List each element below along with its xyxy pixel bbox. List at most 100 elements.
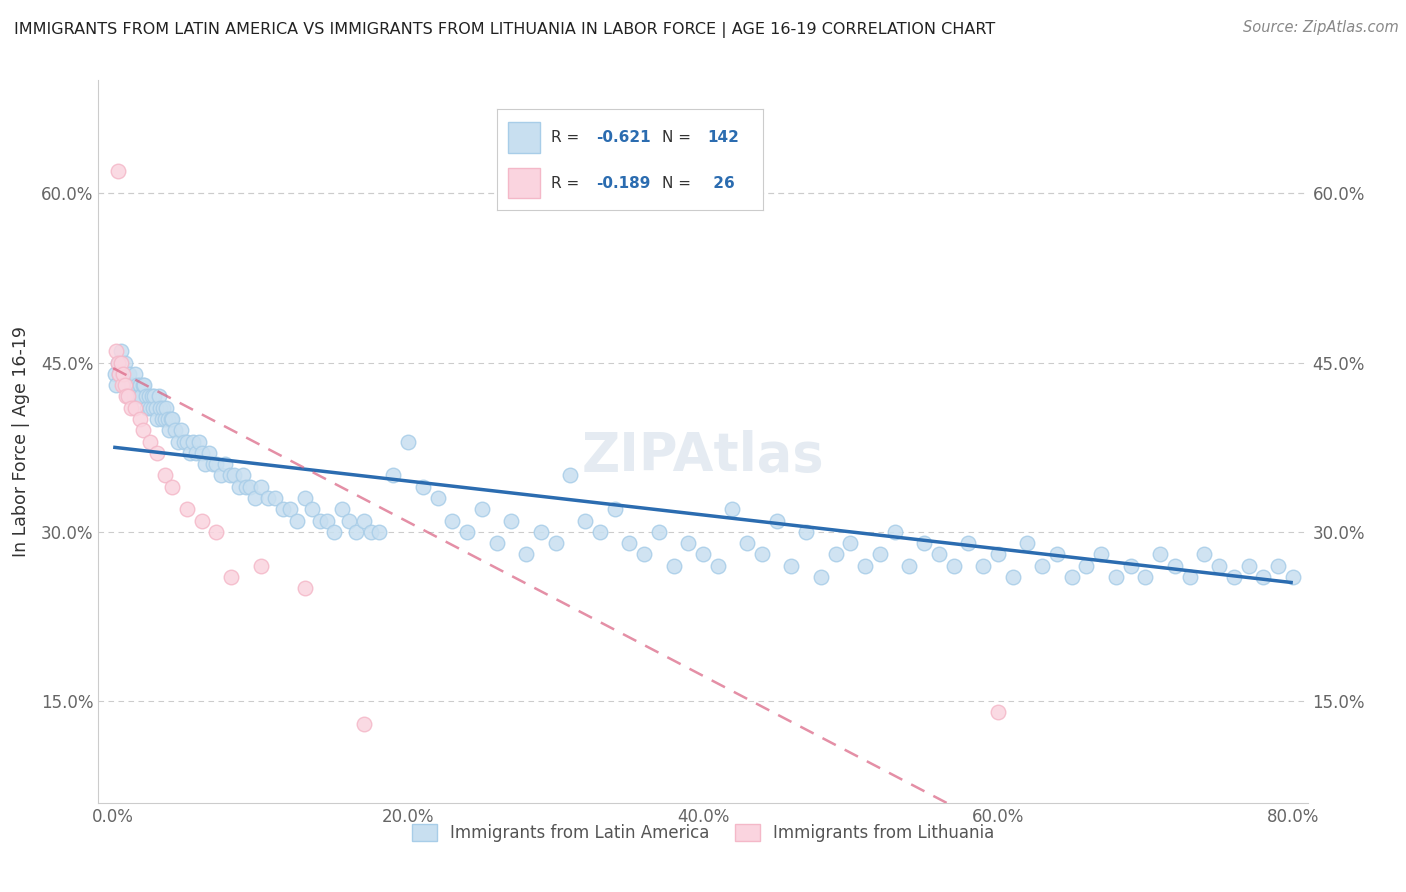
Point	[619, 536, 641, 550]
Point	[678, 536, 700, 550]
Point	[111, 367, 134, 381]
Point	[765, 514, 787, 528]
Point	[692, 548, 714, 562]
Point	[323, 524, 346, 539]
Point	[167, 434, 190, 449]
Point	[157, 423, 180, 437]
Point	[382, 468, 405, 483]
Point	[187, 434, 209, 449]
Point	[184, 446, 207, 460]
Point	[129, 389, 152, 403]
Point	[957, 536, 980, 550]
Point	[145, 401, 167, 415]
Point	[176, 502, 198, 516]
Point	[152, 401, 174, 415]
Point	[165, 423, 187, 437]
Point	[257, 491, 280, 505]
Point	[112, 378, 135, 392]
Point	[121, 378, 143, 392]
Point	[125, 378, 148, 392]
Point	[239, 480, 262, 494]
Point	[648, 524, 671, 539]
Y-axis label: In Labor Force | Age 16-19: In Labor Force | Age 16-19	[11, 326, 30, 557]
Point	[574, 514, 596, 528]
Point	[706, 558, 728, 573]
Point	[396, 434, 419, 449]
Point	[118, 367, 141, 381]
Point	[104, 367, 127, 381]
Point	[205, 457, 228, 471]
Point	[105, 344, 128, 359]
Point	[853, 558, 876, 573]
Point	[150, 412, 173, 426]
Point	[131, 423, 153, 437]
Point	[112, 367, 135, 381]
Point	[928, 548, 950, 562]
Point	[912, 536, 935, 550]
Point	[1105, 570, 1128, 584]
Point	[883, 524, 905, 539]
Point	[149, 401, 172, 415]
Point	[198, 446, 221, 460]
Point	[987, 706, 1010, 720]
Point	[190, 446, 212, 460]
Point	[560, 468, 582, 483]
Point	[124, 367, 146, 381]
Point	[1046, 548, 1069, 562]
Legend: Immigrants from Latin America, Immigrants from Lithuania: Immigrants from Latin America, Immigrant…	[405, 817, 1001, 848]
Point	[1076, 558, 1098, 573]
Point	[114, 378, 136, 392]
Point	[824, 548, 846, 562]
Point	[117, 389, 139, 403]
Point	[441, 514, 464, 528]
Point	[148, 389, 170, 403]
Point	[108, 367, 131, 381]
Point	[412, 480, 434, 494]
Point	[202, 457, 225, 471]
Point	[972, 558, 994, 573]
Point	[249, 480, 271, 494]
Point	[810, 570, 832, 584]
Point	[603, 502, 626, 516]
Point	[153, 468, 176, 483]
Point	[662, 558, 685, 573]
Point	[120, 378, 142, 392]
Point	[120, 401, 142, 415]
Point	[219, 570, 242, 584]
Point	[264, 491, 287, 505]
Point	[471, 502, 494, 516]
Point	[1060, 570, 1083, 584]
Point	[107, 355, 129, 369]
Point	[249, 558, 271, 573]
Point	[330, 502, 353, 516]
Point	[131, 378, 153, 392]
Point	[751, 548, 773, 562]
Point	[1208, 558, 1230, 573]
Point	[155, 401, 177, 415]
Point	[110, 355, 132, 369]
Point	[294, 582, 316, 596]
Point	[214, 457, 236, 471]
Point	[232, 468, 254, 483]
Point	[176, 434, 198, 449]
Point	[294, 491, 316, 505]
Point	[485, 536, 508, 550]
Point	[1223, 570, 1246, 584]
Point	[146, 412, 169, 426]
Point	[456, 524, 478, 539]
Point	[316, 514, 339, 528]
Point	[1149, 548, 1171, 562]
Point	[1135, 570, 1157, 584]
Point	[301, 502, 323, 516]
Point	[1001, 570, 1024, 584]
Point	[1253, 570, 1275, 584]
Point	[544, 536, 567, 550]
Point	[209, 468, 232, 483]
Point	[141, 389, 163, 403]
Point	[194, 457, 217, 471]
Point	[136, 401, 159, 415]
Point	[942, 558, 965, 573]
Point	[869, 548, 891, 562]
Point	[139, 401, 162, 415]
Point	[360, 524, 382, 539]
